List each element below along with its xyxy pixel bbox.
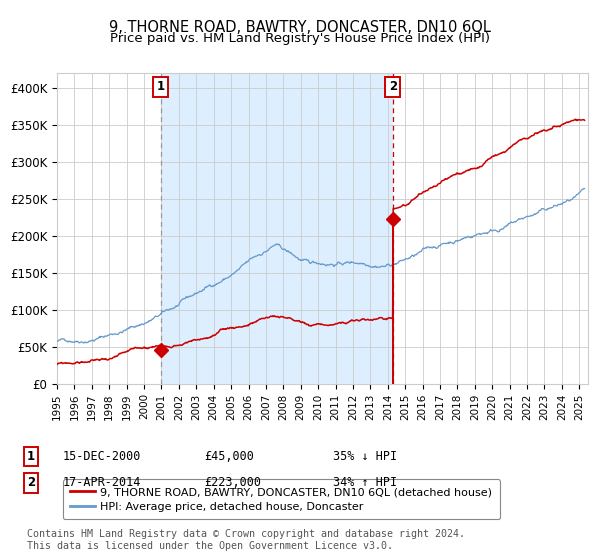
Text: Price paid vs. HM Land Registry's House Price Index (HPI): Price paid vs. HM Land Registry's House … xyxy=(110,32,490,45)
Text: 34% ↑ HPI: 34% ↑ HPI xyxy=(333,476,397,489)
Bar xyxy=(161,73,393,384)
Text: £223,000: £223,000 xyxy=(204,476,261,489)
Text: 15-DEC-2000: 15-DEC-2000 xyxy=(63,450,142,463)
Text: £45,000: £45,000 xyxy=(204,450,254,463)
Text: 2: 2 xyxy=(27,476,35,489)
Text: 1: 1 xyxy=(157,80,165,94)
Text: 1: 1 xyxy=(27,450,35,463)
Text: 17-APR-2014: 17-APR-2014 xyxy=(63,476,142,489)
Text: 35% ↓ HPI: 35% ↓ HPI xyxy=(333,450,397,463)
Text: Contains HM Land Registry data © Crown copyright and database right 2024.
This d: Contains HM Land Registry data © Crown c… xyxy=(27,529,465,551)
Legend: 9, THORNE ROAD, BAWTRY, DONCASTER, DN10 6QL (detached house), HPI: Average price: 9, THORNE ROAD, BAWTRY, DONCASTER, DN10 … xyxy=(62,479,500,520)
Text: 9, THORNE ROAD, BAWTRY, DONCASTER, DN10 6QL: 9, THORNE ROAD, BAWTRY, DONCASTER, DN10 … xyxy=(109,20,491,35)
Text: 2: 2 xyxy=(389,80,397,94)
